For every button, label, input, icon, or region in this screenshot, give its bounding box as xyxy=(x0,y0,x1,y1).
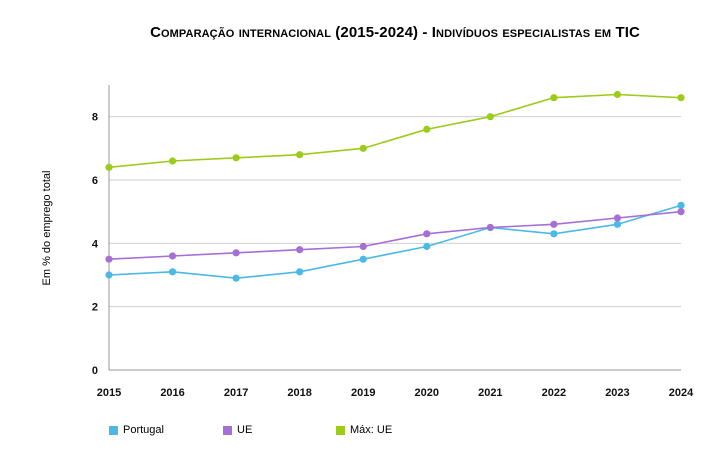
data-point-m-x-ue xyxy=(677,94,685,102)
x-tick-label: 2022 xyxy=(542,387,566,399)
legend-label-max-ue: Máx: UE xyxy=(350,424,393,436)
legend-label-portugal: Portugal xyxy=(123,424,164,436)
data-point-portugal xyxy=(296,268,304,276)
x-tick-label: 2021 xyxy=(478,387,502,399)
legend-item-max-ue[interactable]: Máx: UE xyxy=(336,424,392,436)
legend-swatch-portugal xyxy=(109,425,118,435)
data-point-m-x-ue xyxy=(550,94,558,102)
data-point-ue xyxy=(168,252,177,260)
y-tick-label: 2 xyxy=(92,302,98,314)
data-point-m-x-ue xyxy=(296,151,304,159)
data-point-m-x-ue xyxy=(486,113,494,121)
x-tick-label: 2020 xyxy=(415,387,439,399)
x-tick-label: 2023 xyxy=(605,387,629,399)
legend-swatch-ue xyxy=(223,425,232,435)
x-tick-label: 2016 xyxy=(160,387,184,399)
data-point-m-x-ue xyxy=(359,144,367,152)
chart-title: Comparação internacional (2015-2024) - I… xyxy=(150,24,640,41)
x-tick-label: 2019 xyxy=(351,387,375,399)
data-point-ue xyxy=(486,223,494,232)
data-point-portugal xyxy=(550,230,558,238)
data-point-ue xyxy=(550,220,558,228)
x-tick-label: 2024 xyxy=(669,387,694,399)
data-point-portugal xyxy=(423,242,431,251)
data-point-ue xyxy=(677,208,685,216)
data-point-portugal xyxy=(168,268,177,276)
data-point-m-x-ue xyxy=(168,157,177,165)
data-point-ue xyxy=(296,246,304,254)
data-point-portugal xyxy=(677,201,685,209)
x-tick-label: 2015 xyxy=(97,387,121,399)
x-tick-label: 2018 xyxy=(287,387,311,399)
data-point-ue xyxy=(613,214,622,222)
legend-label-ue: UE xyxy=(237,424,253,436)
data-point-ue xyxy=(423,230,431,238)
data-point-portugal xyxy=(359,255,367,263)
series-line-m-x-ue xyxy=(108,93,682,169)
series-line-portugal xyxy=(108,204,682,279)
legend-item-portugal[interactable]: Portugal xyxy=(109,424,164,436)
data-point-m-x-ue xyxy=(105,163,113,171)
y-tick-label: 6 xyxy=(92,175,98,187)
data-point-portugal xyxy=(613,220,622,228)
series-line-ue xyxy=(108,210,682,260)
data-point-portugal xyxy=(105,271,113,279)
x-tick-label: 2017 xyxy=(224,387,248,399)
y-tick-label: 0 xyxy=(92,365,98,377)
data-point-ue xyxy=(359,242,367,251)
legend-item-ue[interactable]: UE xyxy=(223,424,252,436)
data-point-portugal xyxy=(232,274,240,282)
data-point-ue xyxy=(105,255,113,263)
y-tick-label: 4 xyxy=(92,238,99,250)
data-point-m-x-ue xyxy=(232,154,240,162)
data-point-m-x-ue xyxy=(613,90,622,99)
y-tick-label: 8 xyxy=(92,112,98,124)
data-point-m-x-ue xyxy=(423,125,431,133)
legend-swatch-max-ue xyxy=(336,425,345,435)
data-point-ue xyxy=(232,249,240,257)
